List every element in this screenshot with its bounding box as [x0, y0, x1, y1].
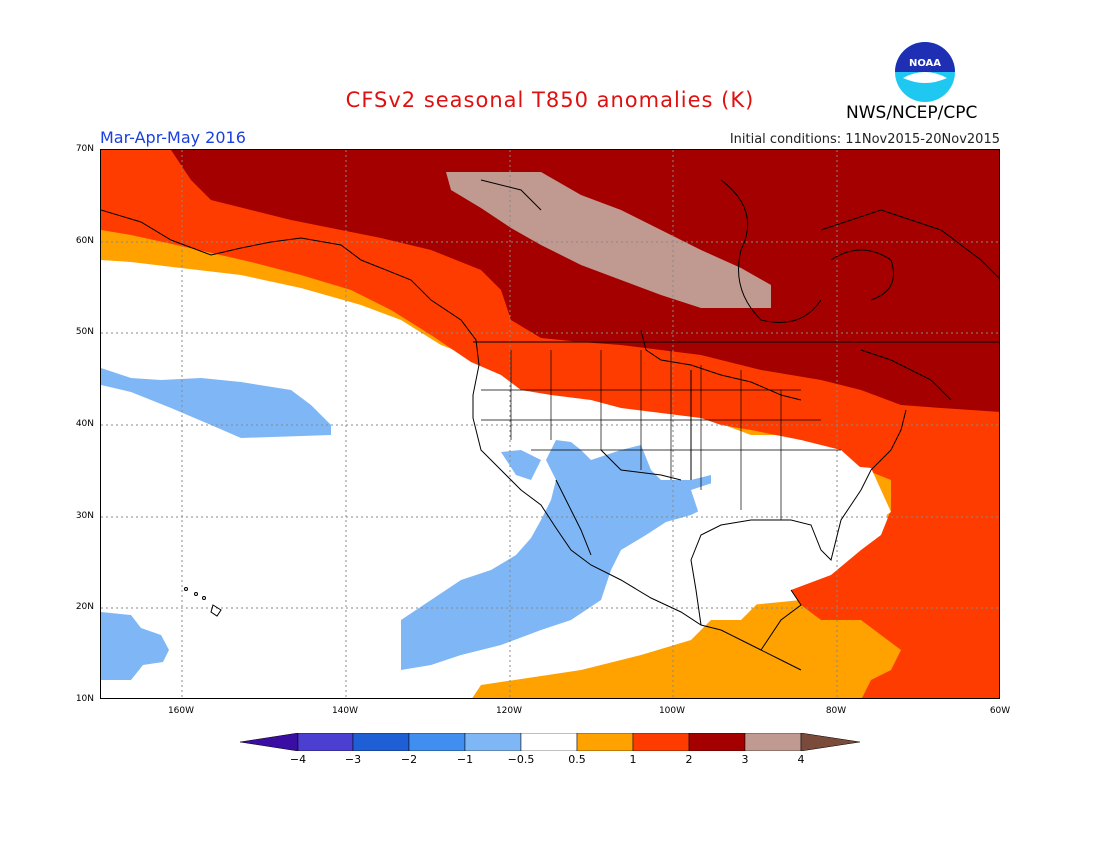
colorbar-tick-2: 2 [685, 753, 693, 766]
colorbar-segment-2-3 [688, 732, 746, 752]
lat-label-40n: 40N [75, 419, 94, 429]
lat-label-70n: 70N [75, 144, 94, 154]
anomaly-region-cool-05-hawaii [101, 612, 169, 680]
anomaly-map [100, 149, 1000, 699]
colorbar-tick-m2: −2 [400, 753, 418, 766]
lat-label-60n: 60N [75, 236, 94, 246]
lon-label-60w: 60W [989, 706, 1011, 716]
logo-text: NOAA [909, 58, 941, 69]
lat-label-30n: 30N [75, 511, 94, 521]
initial-conditions-label: Initial conditions: 11Nov2015-20Nov2015 [729, 132, 1000, 147]
lon-label-140w: 140W [331, 706, 359, 716]
colorbar-segment-m1-m05 [464, 732, 522, 752]
chart-title: CFSv2 seasonal T850 anomalies (K) [345, 88, 755, 112]
colorbar-tick-4: 4 [797, 753, 805, 766]
anomaly-region-cool-05-pacific [101, 368, 331, 438]
colorbar-tick-3: 3 [741, 753, 749, 766]
anomaly-region-cool-05-southwest [501, 450, 541, 480]
anomaly-region-warm-2 [171, 150, 999, 412]
colorbar-tick-05: 0.5 [568, 753, 586, 766]
colorbar-tick-m1: −1 [456, 753, 474, 766]
lon-label-100w: 100W [658, 706, 686, 716]
lon-label-120w: 120W [495, 706, 523, 716]
colorbar-segment-m05-05 [520, 732, 578, 752]
lon-label-80w: 80W [825, 706, 847, 716]
agency-label: NWS/NCEP/CPC [846, 103, 978, 123]
colorbar-tick-m4: −4 [289, 753, 307, 766]
lat-label-50n: 50N [75, 327, 94, 337]
noaa-logo: NOAA [893, 40, 957, 104]
colorbar-segment-lt-4 [239, 732, 299, 752]
colorbar-segment-gt-4 [800, 732, 861, 752]
period-label: Mar-Apr-May 2016 [100, 128, 246, 147]
lat-label-20n: 20N [75, 602, 94, 612]
colorbar-tick-m05: −0.5 [507, 753, 535, 766]
colorbar-segment-3-4 [744, 732, 802, 752]
colorbar-segment-05-1 [576, 732, 634, 752]
lat-label-10n: 10N [75, 694, 94, 704]
colorbar-segment-m3-m2 [352, 732, 410, 752]
grid-lines [101, 150, 999, 698]
anomaly-region-warm-3 [446, 172, 771, 308]
colorbar-segment-m4-m3 [297, 732, 354, 752]
colorbar-segment-1-2 [632, 732, 690, 752]
us-state-borders [481, 350, 841, 520]
colorbar [239, 732, 861, 773]
colorbar-tick-1: 1 [629, 753, 637, 766]
hawaii-islands [184, 587, 222, 617]
anomaly-region-cool-05-mexico [401, 440, 711, 670]
colorbar-segment-m2-m1 [408, 732, 466, 752]
lon-label-160w: 160W [167, 706, 195, 716]
colorbar-tick-m3: −3 [344, 753, 362, 766]
